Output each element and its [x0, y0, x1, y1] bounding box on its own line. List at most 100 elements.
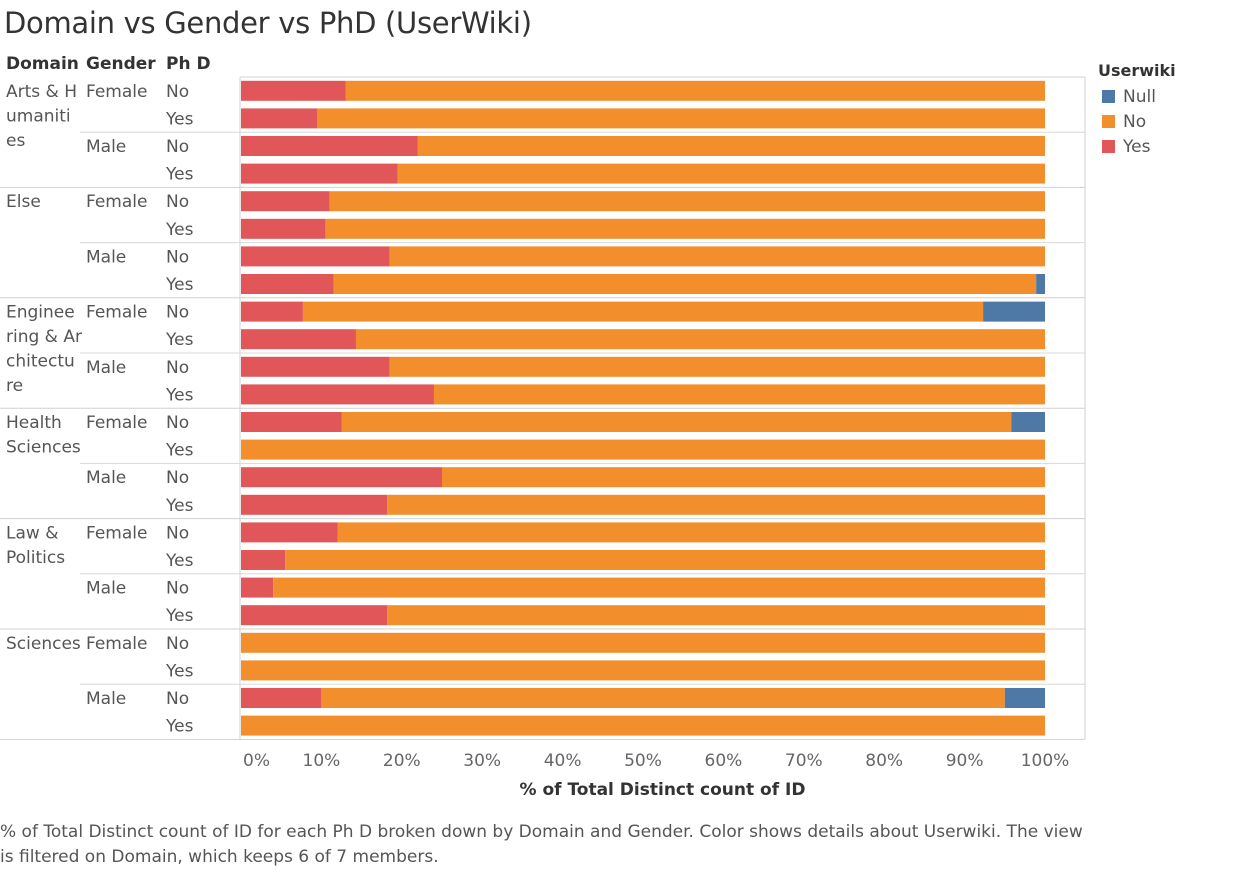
bar-no: [355, 329, 1045, 350]
bar-no: [389, 246, 1045, 267]
bar-yes: [241, 550, 286, 570]
domain-label: Health: [6, 413, 62, 433]
x-tick-label: 40%: [544, 751, 582, 771]
gender-label: Male: [86, 689, 126, 709]
phd-label: No: [166, 247, 189, 267]
gender-label: Female: [86, 82, 147, 102]
gender-label: Male: [86, 137, 126, 157]
gender-label: Female: [86, 192, 147, 212]
bar-no: [241, 715, 1045, 736]
phd-label: Yes: [165, 165, 194, 185]
bar-yes: [241, 522, 338, 543]
x-tick-label: 60%: [705, 751, 743, 771]
bar-no: [442, 467, 1045, 488]
gender-label: Male: [86, 358, 126, 378]
bar-no: [387, 494, 1045, 515]
bar-yes: [241, 467, 442, 488]
bar-no: [321, 688, 1005, 708]
bar-no: [273, 577, 1045, 598]
x-tick-label: 30%: [463, 751, 501, 771]
bar-yes: [241, 329, 356, 350]
phd-label: No: [166, 579, 189, 599]
gender-label: Male: [86, 468, 126, 488]
domain-label: Arts & H: [6, 82, 77, 102]
bar-no: [241, 632, 1045, 653]
phd-label: No: [166, 82, 189, 102]
bar-null: [1036, 274, 1045, 294]
phd-label: No: [166, 413, 189, 433]
bar-yes: [241, 163, 398, 184]
legend-label-no: No: [1123, 111, 1147, 132]
phd-label: Yes: [165, 441, 194, 461]
bar-null: [1011, 412, 1045, 432]
bar-yes: [241, 577, 274, 598]
bar-no: [337, 522, 1046, 543]
phd-label: Yes: [165, 606, 194, 626]
x-tick-label: 70%: [785, 751, 823, 771]
phd-label: Yes: [165, 275, 194, 295]
domain-label: Sciences: [6, 438, 81, 458]
bar-no: [341, 412, 1012, 432]
domain-label: chitectu: [6, 352, 75, 372]
phd-label: No: [166, 303, 189, 323]
x-tick-label: 50%: [624, 751, 662, 771]
legend-swatch-null: [1102, 90, 1115, 103]
domain-label: ring & Ar: [6, 327, 82, 347]
legend-swatch-no: [1102, 115, 1115, 128]
bar-no: [329, 191, 1045, 212]
bar-yes: [241, 274, 334, 294]
gender-label: Female: [86, 523, 147, 543]
legend-item-yes[interactable]: Yes: [1098, 134, 1176, 159]
domain-label: es: [6, 131, 25, 151]
x-tick-label: 10%: [303, 751, 341, 771]
legend-label-null: Null: [1123, 86, 1156, 107]
legend-item-no[interactable]: No: [1098, 109, 1176, 134]
phd-label: Yes: [165, 717, 194, 737]
bar-no: [397, 163, 1045, 184]
phd-label: No: [166, 468, 189, 488]
phd-label: Yes: [165, 330, 194, 350]
bar-no: [241, 660, 1045, 681]
x-tick-label: 20%: [383, 751, 421, 771]
bar-no: [325, 218, 1045, 239]
phd-label: Yes: [165, 220, 194, 240]
bar-yes: [241, 494, 388, 515]
gender-label: Male: [86, 247, 126, 267]
bar-no: [241, 439, 1045, 460]
gender-label: Male: [86, 579, 126, 599]
bar-yes: [241, 80, 346, 101]
bar-no: [302, 301, 984, 322]
phd-label: No: [166, 634, 189, 654]
legend-title: Userwiki: [1098, 61, 1176, 80]
bar-yes: [241, 108, 318, 129]
bar-yes: [241, 136, 418, 156]
bar-yes: [241, 246, 390, 267]
bar-yes: [241, 191, 330, 212]
x-tick-label: 100%: [1021, 751, 1070, 771]
phd-label: No: [166, 523, 189, 543]
bar-yes: [241, 218, 326, 239]
chart-canvas: No Yes Female No Yes Male Arts & H umaniti es No Y…: [0, 76, 1086, 771]
bar-no: [417, 136, 1045, 156]
bar-no: [317, 108, 1045, 129]
bar-no: [285, 550, 1046, 570]
gender-label: Female: [86, 634, 147, 654]
phd-label: Yes: [165, 385, 194, 405]
domain-label: Enginee: [6, 303, 75, 323]
domain-label: Else: [6, 192, 41, 212]
x-tick-label: 80%: [865, 751, 903, 771]
phd-label: No: [166, 137, 189, 157]
phd-label: No: [166, 192, 189, 212]
chart-title: Domain vs Gender vs PhD (UserWiki): [4, 6, 532, 40]
domain-label: Law &: [6, 523, 58, 543]
bar-yes: [241, 384, 434, 405]
domain-label: Politics: [6, 548, 65, 568]
legend-item-null[interactable]: Null: [1098, 84, 1176, 109]
domain-label: Sciences: [6, 634, 81, 654]
x-tick-label: 90%: [946, 751, 984, 771]
bar-null: [983, 301, 1045, 322]
bar-yes: [241, 688, 322, 708]
header-gender: Gender: [86, 54, 156, 74]
domain-label: re: [6, 376, 23, 396]
bar-no: [387, 605, 1045, 626]
